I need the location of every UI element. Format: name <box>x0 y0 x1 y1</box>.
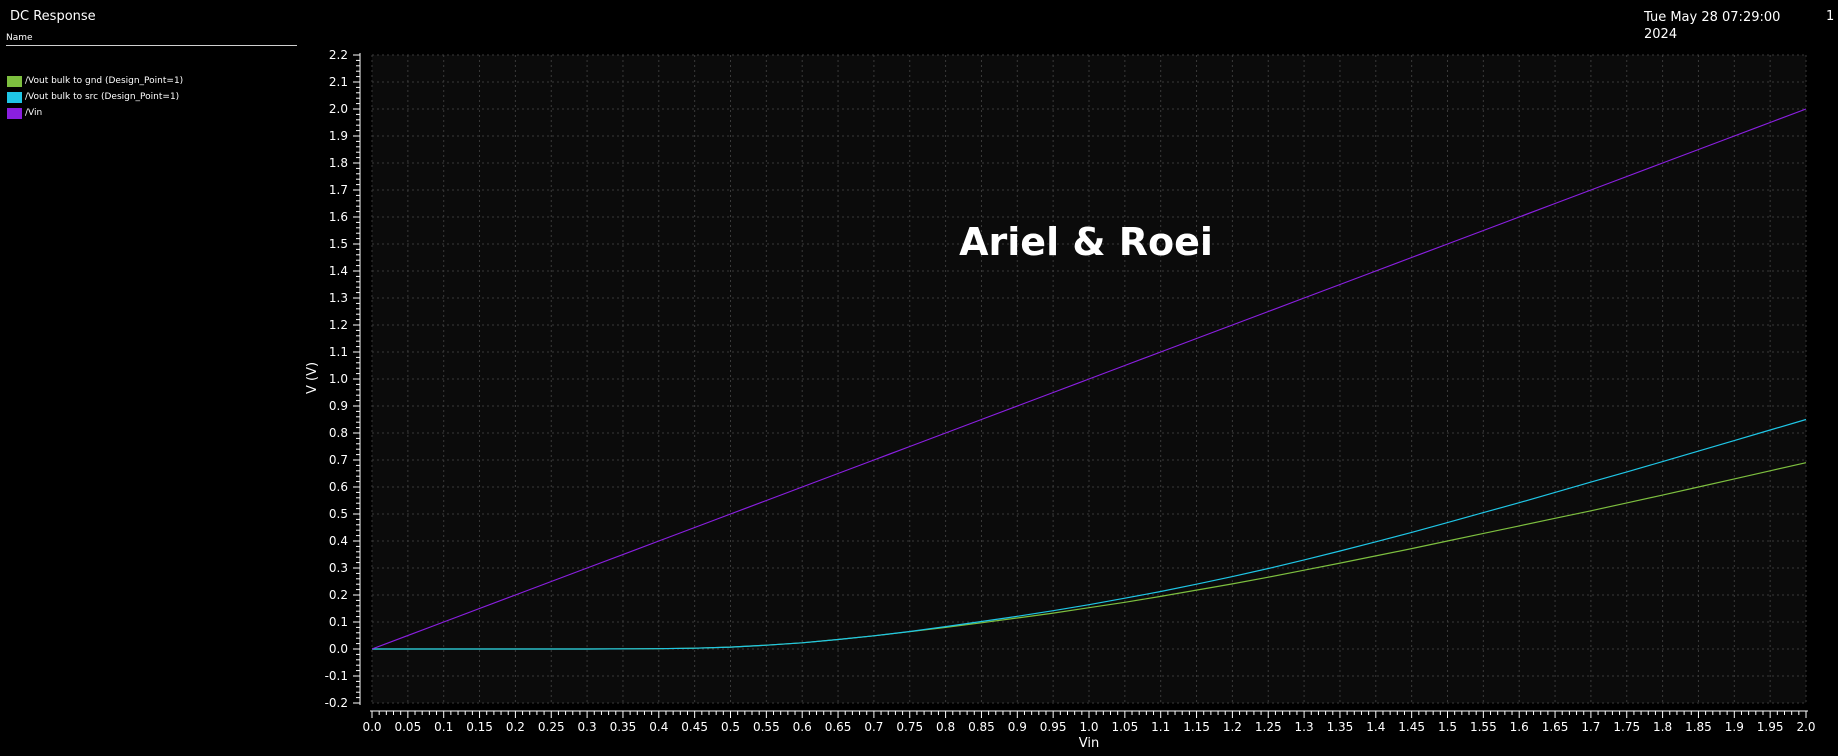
y-tick-label: 0.6 <box>329 480 348 494</box>
y-tick-label: 0.5 <box>329 507 348 521</box>
x-tick-label: 1.5 <box>1438 720 1457 734</box>
x-tick-label: 2.0 <box>1796 720 1815 734</box>
legend-item-vin[interactable]: /Vin <box>7 105 183 121</box>
x-tick-label: 0.55 <box>753 720 780 734</box>
legend-label: /Vout bulk to src (Design_Point=1) <box>25 92 180 102</box>
y-axis-label: V (V) <box>305 362 320 394</box>
x-tick-label: 0.05 <box>394 720 421 734</box>
x-tick-label: 1.65 <box>1542 720 1569 734</box>
y-tick-label: 1.9 <box>329 129 348 143</box>
y-tick-label: 0.7 <box>329 453 348 467</box>
timestamp: Tue May 28 07:29:00 2024 <box>1644 10 1781 42</box>
x-tick-label: 1.75 <box>1613 720 1640 734</box>
x-tick-label: 1.7 <box>1581 720 1600 734</box>
axes: 0.0 0.05 0.1 0.15 0.2 0.25 0.3 0.35 0.4 0.45 0.5 0.… <box>325 48 1816 734</box>
x-tick-label: 1.05 <box>1111 720 1138 734</box>
y-tick-label: 1.7 <box>329 183 348 197</box>
x-tick-label: 0.25 <box>538 720 565 734</box>
x-tick-label: 0.85 <box>968 720 995 734</box>
y-tick-label: 1.3 <box>329 291 348 305</box>
y-tick-label: 1.6 <box>329 210 348 224</box>
x-tick-label: 0.75 <box>896 720 923 734</box>
y-tick-label: 2.1 <box>329 75 348 89</box>
x-tick-label: 1.45 <box>1398 720 1425 734</box>
x-tick-label: 0.35 <box>610 720 637 734</box>
x-tick-label: 1.0 <box>1079 720 1098 734</box>
x-tick-label: 1.9 <box>1725 720 1744 734</box>
y-tick-label: 0.8 <box>329 426 348 440</box>
x-tick-label: 1.3 <box>1295 720 1314 734</box>
x-tick-label: 1.35 <box>1327 720 1354 734</box>
x-tick-label: 0.1 <box>434 720 453 734</box>
x-tick-label: 0.3 <box>578 720 597 734</box>
x-tick-label: 0.0 <box>362 720 381 734</box>
x-tick-label: 1.15 <box>1183 720 1210 734</box>
window-title: DC Response <box>10 9 96 24</box>
x-tick-label: 1.8 <box>1653 720 1672 734</box>
y-tick-label: 0.1 <box>329 615 348 629</box>
x-tick-label: 1.6 <box>1510 720 1529 734</box>
legend: /Vout bulk to gnd (Design_Point=1) /Vout… <box>7 73 183 121</box>
legend-item-vout-src[interactable]: /Vout bulk to src (Design_Point=1) <box>7 89 183 105</box>
x-tick-label: 0.5 <box>721 720 740 734</box>
x-tick-label: 0.6 <box>793 720 812 734</box>
legend-label: /Vin <box>25 108 43 118</box>
y-tick-label: 0.3 <box>329 561 348 575</box>
y-tick-label: 1.2 <box>329 318 348 332</box>
x-tick-label: 0.65 <box>825 720 852 734</box>
x-tick-label: 1.85 <box>1685 720 1712 734</box>
y-tick-label: 1.8 <box>329 156 348 170</box>
y-tick-label: 0.0 <box>329 642 348 656</box>
x-axis-label: Vin <box>1079 736 1099 751</box>
y-tick-label: 1.0 <box>329 372 348 386</box>
legend-item-vout-gnd[interactable]: /Vout bulk to gnd (Design_Point=1) <box>7 73 183 89</box>
y-tick-label: 1.4 <box>329 264 348 278</box>
x-tick-label: 0.15 <box>466 720 493 734</box>
legend-label: /Vout bulk to gnd (Design_Point=1) <box>25 76 184 86</box>
y-tick-label: -0.1 <box>325 669 348 683</box>
chart-annotation: Ariel & Roei <box>959 220 1213 264</box>
x-tick-label: 0.7 <box>864 720 883 734</box>
legend-swatch <box>7 107 22 119</box>
x-tick-label: 1.55 <box>1470 720 1497 734</box>
x-tick-label: 1.4 <box>1366 720 1385 734</box>
x-tick-label: 0.2 <box>506 720 525 734</box>
legend-name-header: Name <box>6 33 297 46</box>
y-tick-label: 2.2 <box>329 48 348 62</box>
series-line-2 <box>371 108 1807 650</box>
legend-swatch <box>7 75 22 87</box>
y-tick-label: 0.9 <box>329 399 348 413</box>
corner-label: 1 <box>1826 9 1835 24</box>
x-tick-label: 0.9 <box>1008 720 1027 734</box>
x-tick-label: 1.1 <box>1151 720 1170 734</box>
x-tick-label: 1.25 <box>1255 720 1282 734</box>
x-tick-label: 0.95 <box>1040 720 1067 734</box>
series-line-1 <box>372 418 1807 650</box>
series-lines <box>371 108 1807 650</box>
x-tick-label: 0.8 <box>936 720 955 734</box>
y-tick-label: 0.4 <box>329 534 348 548</box>
x-tick-label: 1.2 <box>1223 720 1242 734</box>
y-tick-label: 0.2 <box>329 588 348 602</box>
x-tick-label: 0.4 <box>649 720 668 734</box>
y-tick-label: 1.5 <box>329 237 348 251</box>
y-tick-label: 1.1 <box>329 345 348 359</box>
y-tick-label: -0.2 <box>325 696 348 710</box>
y-tick-label: 2.0 <box>329 102 348 116</box>
x-tick-label: 0.45 <box>681 720 708 734</box>
legend-swatch <box>7 91 22 103</box>
x-tick-label: 1.95 <box>1757 720 1784 734</box>
